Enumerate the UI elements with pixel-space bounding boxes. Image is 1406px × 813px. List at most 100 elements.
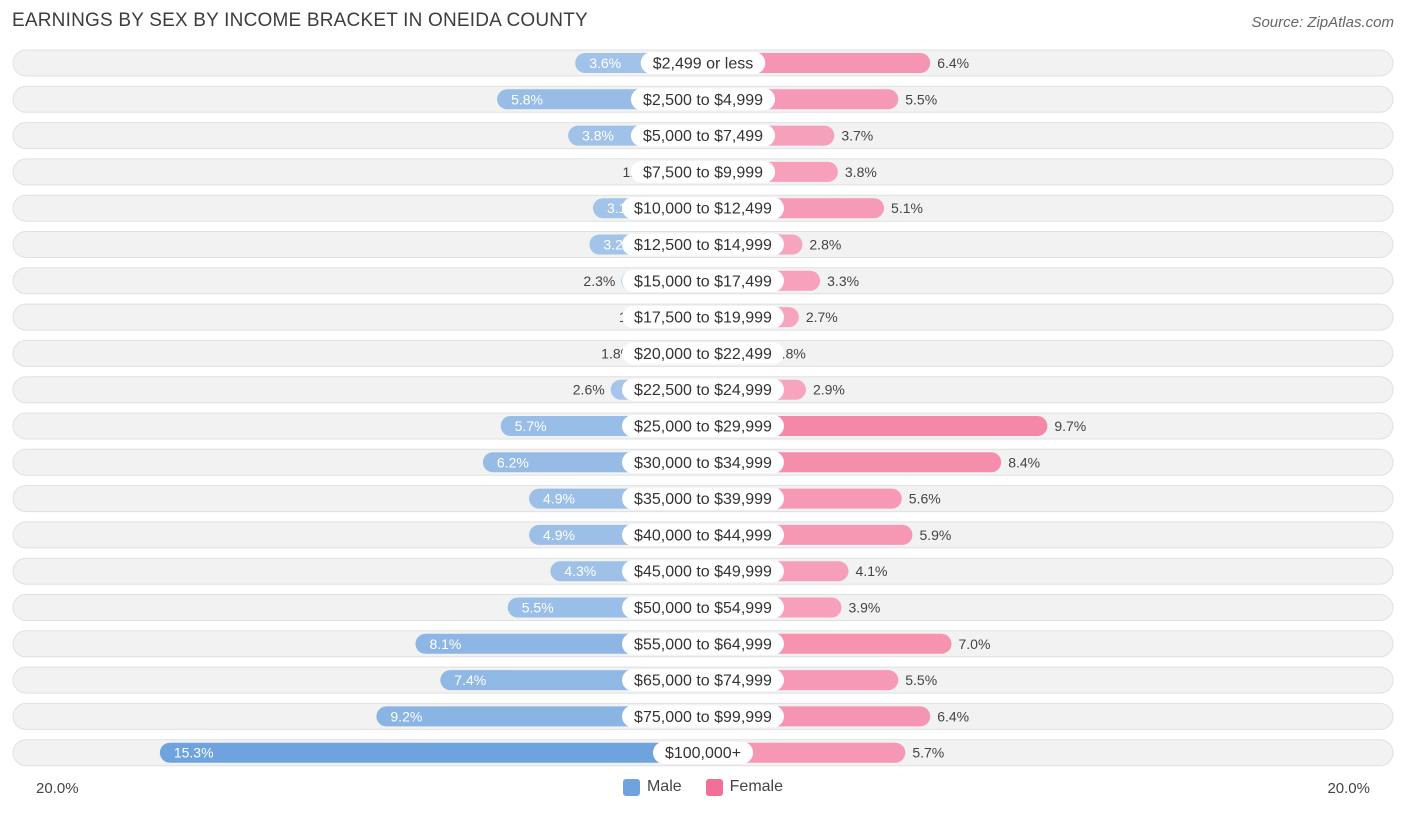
category-label: $5,000 to $7,499 bbox=[630, 124, 776, 147]
category-pill bbox=[652, 741, 754, 764]
category-pill bbox=[622, 487, 784, 510]
value-label-female: 5.5% bbox=[905, 91, 937, 107]
category-label: $40,000 to $44,999 bbox=[622, 523, 784, 546]
category-label-text: $5,000 to $7,499 bbox=[643, 128, 763, 145]
value-label-female: 5.5% bbox=[905, 672, 937, 688]
category-label-text: $25,000 to $29,999 bbox=[634, 419, 772, 436]
category-label: $22,500 to $24,999 bbox=[622, 378, 784, 401]
value-label-female: 4.1% bbox=[856, 563, 888, 579]
value-label-female: 8.4% bbox=[1008, 454, 1040, 470]
category-label: $17,500 to $19,999 bbox=[622, 306, 784, 329]
value-label-female: 3.7% bbox=[841, 128, 873, 144]
category-label-text: $20,000 to $22,499 bbox=[634, 346, 772, 363]
category-label-text: $35,000 to $39,999 bbox=[634, 491, 772, 508]
category-label-text: $2,499 or less bbox=[653, 56, 754, 73]
legend-item-female[interactable]: Female bbox=[705, 778, 783, 796]
category-pill bbox=[622, 269, 784, 292]
value-label-male: 9.2% bbox=[390, 708, 422, 724]
chart-source: Source: ZipAtlas.com bbox=[1251, 14, 1394, 31]
category-pill bbox=[622, 451, 784, 474]
axis-right-label: 20.0% bbox=[1327, 780, 1370, 797]
category-label: $35,000 to $39,999 bbox=[622, 487, 784, 510]
value-label-male: 7.4% bbox=[454, 672, 486, 688]
category-label-text: $12,500 to $14,999 bbox=[634, 237, 772, 254]
value-label-female: 6.4% bbox=[937, 55, 969, 71]
value-label-male: 4.9% bbox=[543, 491, 575, 507]
value-label-female: 2.9% bbox=[813, 382, 845, 398]
value-label-female: 5.9% bbox=[919, 527, 951, 543]
category-pill bbox=[622, 306, 784, 329]
value-label-female: 2.7% bbox=[806, 309, 838, 325]
category-pill bbox=[622, 378, 784, 401]
legend-swatch-female bbox=[705, 778, 723, 796]
category-label: $10,000 to $12,499 bbox=[622, 197, 784, 220]
category-pill bbox=[622, 669, 784, 692]
value-label-male: 3.8% bbox=[582, 128, 614, 144]
legend: Male Female bbox=[0, 778, 1406, 796]
value-label-female: 9.7% bbox=[1054, 418, 1086, 434]
category-pill bbox=[622, 197, 784, 220]
category-pill bbox=[622, 560, 784, 583]
category-label: $100,000+ bbox=[652, 741, 754, 764]
category-label: $30,000 to $34,999 bbox=[622, 451, 784, 474]
category-label-text: $7,500 to $9,999 bbox=[643, 164, 763, 181]
category-label: $12,500 to $14,999 bbox=[622, 233, 784, 256]
category-label-text: $22,500 to $24,999 bbox=[634, 382, 772, 399]
value-label-male: 5.7% bbox=[515, 418, 547, 434]
chart-title: EARNINGS BY SEX BY INCOME BRACKET IN ONE… bbox=[12, 10, 588, 31]
category-label: $15,000 to $17,499 bbox=[622, 269, 784, 292]
category-pill bbox=[630, 160, 776, 183]
category-label: $55,000 to $64,999 bbox=[622, 632, 784, 655]
bar-female[interactable] bbox=[703, 416, 1048, 436]
category-label-text: $45,000 to $49,999 bbox=[634, 564, 772, 581]
value-label-female: 2.8% bbox=[809, 237, 841, 253]
axis-left-label: 20.0% bbox=[36, 780, 79, 797]
category-label-text: $30,000 to $34,999 bbox=[634, 455, 772, 472]
value-label-male: 5.5% bbox=[522, 600, 554, 616]
category-label-text: $55,000 to $64,999 bbox=[634, 636, 772, 653]
bar-female[interactable] bbox=[703, 742, 906, 763]
value-label-male: 5.8% bbox=[511, 91, 543, 107]
category-label-text: $100,000+ bbox=[665, 745, 741, 762]
category-pill bbox=[622, 233, 784, 256]
value-label-male: 2.3% bbox=[583, 273, 615, 289]
value-label-male: 2.6% bbox=[573, 382, 605, 398]
chart-canvas: 3.6% 6.4% $2,499 or less 5.8% 5.5% $2,500 to … bbox=[12, 49, 1394, 767]
value-label-male: 8.1% bbox=[429, 636, 461, 652]
bar-male[interactable] bbox=[376, 706, 703, 727]
value-label-male: 4.9% bbox=[543, 527, 575, 543]
category-label-text: $65,000 to $74,999 bbox=[634, 673, 772, 690]
category-pill bbox=[622, 415, 784, 437]
category-pill bbox=[622, 632, 784, 655]
category-label-text: $40,000 to $44,999 bbox=[634, 527, 772, 544]
value-label-male: 3.6% bbox=[589, 55, 621, 71]
value-label-female: 7.0% bbox=[959, 636, 991, 652]
category-label: $2,500 to $4,999 bbox=[630, 88, 776, 111]
value-label-male: 15.3% bbox=[174, 745, 214, 761]
value-label-female: 3.9% bbox=[848, 600, 880, 616]
category-label: $75,000 to $99,999 bbox=[622, 705, 784, 728]
legend-item-male[interactable]: Male bbox=[622, 778, 682, 796]
value-label-female: 5.6% bbox=[909, 491, 941, 507]
category-pill bbox=[630, 124, 776, 147]
category-label-text: $15,000 to $17,499 bbox=[634, 273, 772, 290]
category-pill bbox=[630, 88, 776, 111]
category-label: $7,500 to $9,999 bbox=[630, 160, 776, 183]
category-label: $65,000 to $74,999 bbox=[622, 669, 784, 692]
category-label: $45,000 to $49,999 bbox=[622, 560, 784, 583]
category-label: $50,000 to $54,999 bbox=[622, 596, 784, 619]
category-label-text: $75,000 to $99,999 bbox=[634, 709, 772, 726]
category-label-text: $2,500 to $4,999 bbox=[643, 92, 763, 109]
value-label-male: 6.2% bbox=[497, 454, 529, 470]
bar-male[interactable] bbox=[159, 742, 704, 763]
category-label-text: $50,000 to $54,999 bbox=[634, 600, 772, 617]
category-label: $25,000 to $29,999 bbox=[622, 415, 784, 437]
category-label-text: $17,500 to $19,999 bbox=[634, 310, 772, 327]
value-label-male: 4.3% bbox=[564, 563, 596, 579]
category-label: $20,000 to $22,499 bbox=[622, 342, 784, 365]
category-pill bbox=[622, 596, 784, 619]
value-label-female: 6.4% bbox=[937, 708, 969, 724]
category-pill bbox=[622, 523, 784, 546]
value-label-female: 3.3% bbox=[827, 273, 859, 289]
legend-label-male: Male bbox=[646, 778, 682, 795]
